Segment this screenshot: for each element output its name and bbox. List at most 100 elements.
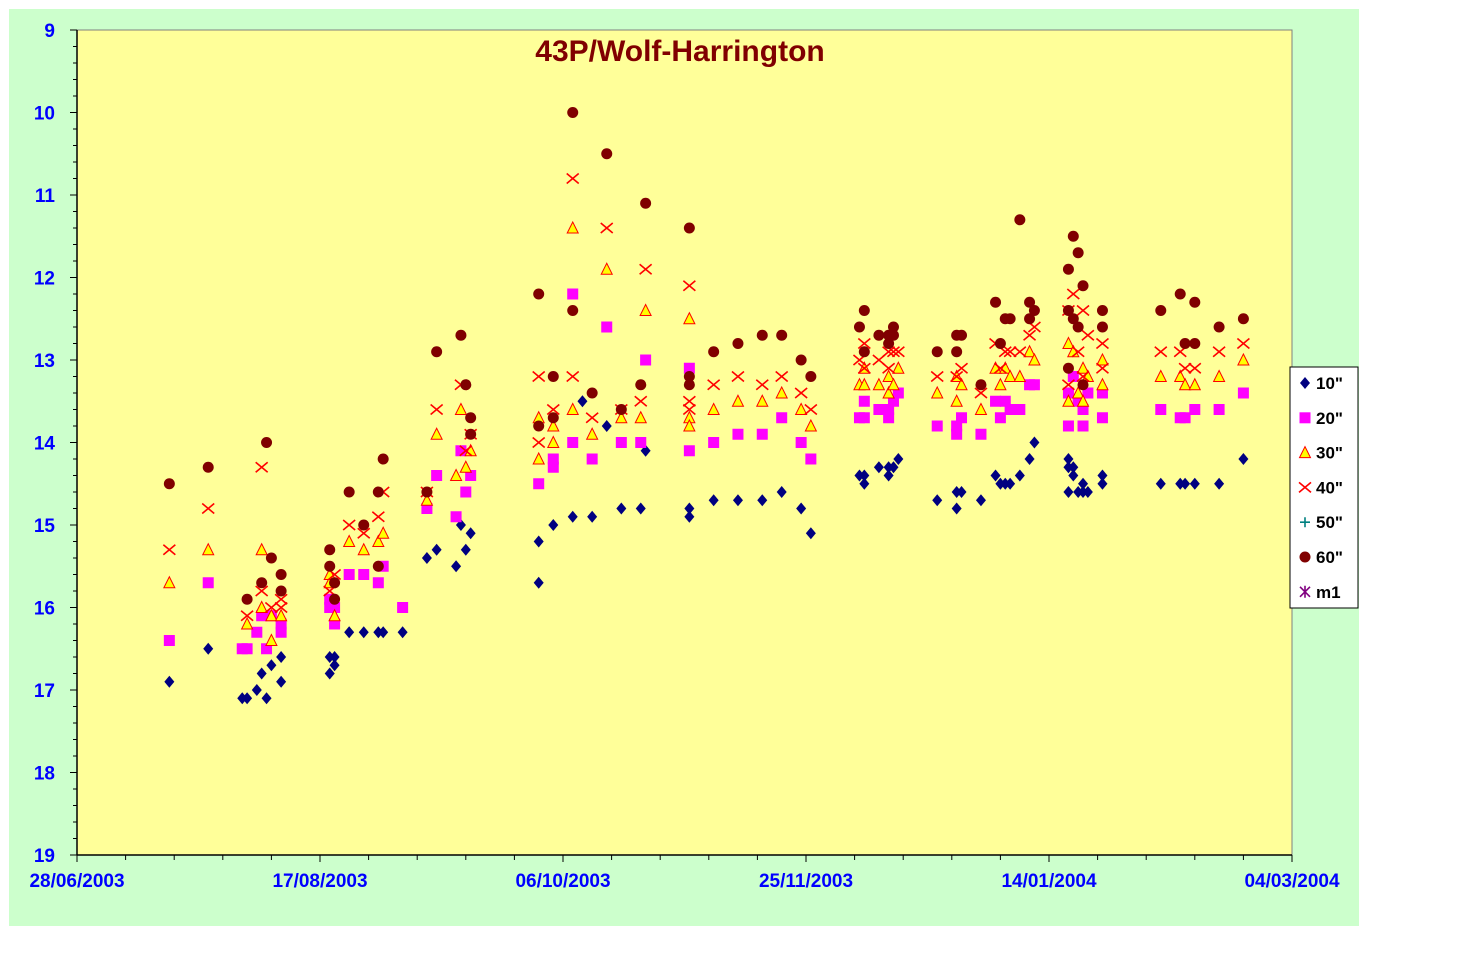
data-point [201, 502, 215, 515]
data-point [956, 486, 967, 498]
data-point [999, 395, 1011, 407]
data-point [1155, 404, 1167, 415]
data-point [893, 453, 904, 465]
data-point [684, 502, 695, 515]
data-point [601, 148, 613, 160]
data-point [261, 692, 272, 705]
data-point [533, 535, 544, 548]
data-point [951, 502, 962, 515]
data-point [974, 387, 988, 399]
x-tick-label: 04/03/2004 [1244, 871, 1340, 892]
data-point [274, 593, 288, 605]
data-point [265, 608, 278, 622]
data-point [974, 402, 988, 415]
data-point [276, 675, 287, 688]
data-point [683, 371, 695, 382]
data-point [532, 436, 546, 449]
data-point [990, 395, 1002, 407]
data-point [805, 527, 816, 540]
data-point [1061, 379, 1075, 391]
data-point [1014, 214, 1026, 226]
data-point [241, 643, 253, 655]
data-point [547, 371, 559, 382]
data-point [1189, 404, 1201, 415]
data-point [1097, 477, 1108, 490]
y-tick-label: 17 [34, 681, 55, 702]
data-point [683, 445, 695, 457]
data-point [732, 338, 744, 349]
data-point [776, 412, 788, 424]
data-point [164, 675, 175, 688]
data-point [546, 435, 560, 448]
data-point [397, 602, 409, 613]
data-point [240, 610, 254, 622]
data-point [241, 593, 253, 605]
data-point [465, 412, 477, 424]
data-point [859, 477, 870, 490]
data-point [955, 362, 969, 374]
data-point [1213, 321, 1225, 333]
data-point [955, 377, 968, 391]
data-point [431, 346, 443, 358]
data-point [1024, 453, 1035, 465]
data-point [776, 486, 787, 498]
data-point [795, 437, 807, 448]
data-point [873, 404, 885, 415]
data-point [459, 460, 473, 473]
data-point [805, 453, 817, 465]
data-point [951, 346, 963, 358]
data-point [640, 354, 652, 366]
legend-entry-label: 60" [1316, 548, 1343, 567]
data-point [1078, 477, 1089, 490]
data-point [357, 542, 371, 556]
y-tick-label: 10 [34, 104, 55, 125]
data-point [639, 303, 652, 316]
y-tick-label: 18 [34, 764, 55, 785]
data-point [450, 511, 462, 523]
data-point [585, 412, 599, 424]
data-point [951, 420, 963, 432]
legend-marker [1300, 377, 1310, 389]
data-point [804, 418, 818, 432]
legend-box [1289, 366, 1359, 609]
data-point [1096, 321, 1108, 333]
data-point [548, 519, 559, 531]
data-point [1076, 361, 1090, 374]
data-point [1023, 329, 1037, 341]
data-point [794, 402, 808, 415]
chart-title: 43P/Wolf-Harrington [535, 35, 824, 68]
data-point [202, 577, 214, 589]
data-point [1155, 477, 1166, 490]
data-point [635, 502, 646, 515]
data-point [1072, 395, 1084, 407]
data-point [1014, 404, 1026, 415]
data-point [324, 667, 335, 680]
data-point [1028, 305, 1040, 316]
data-point [1214, 477, 1225, 490]
data-point [757, 494, 768, 507]
data-point [993, 362, 1007, 374]
y-tick-label: 11 [35, 186, 56, 207]
data-point [1067, 371, 1079, 382]
data-point [449, 468, 463, 481]
data-point [274, 601, 288, 614]
data-point [1024, 313, 1036, 325]
data-point [203, 642, 214, 655]
data-point [265, 552, 277, 564]
data-point [533, 420, 545, 432]
data-point [634, 395, 648, 407]
legend: 10" 20" 30" 40" 50" 60" m1 [1289, 366, 1359, 609]
data-point [990, 296, 1002, 308]
data-point [460, 379, 472, 391]
data-point [1178, 362, 1192, 374]
data-point [1076, 304, 1090, 317]
data-point [533, 576, 544, 589]
x-tick-label: 17/08/2003 [272, 871, 367, 892]
data-point [858, 377, 871, 391]
data-point [1154, 369, 1168, 382]
data-point [882, 385, 895, 399]
data-point [682, 395, 696, 407]
data-point [329, 651, 340, 663]
data-point [635, 379, 647, 391]
data-point [950, 394, 963, 407]
